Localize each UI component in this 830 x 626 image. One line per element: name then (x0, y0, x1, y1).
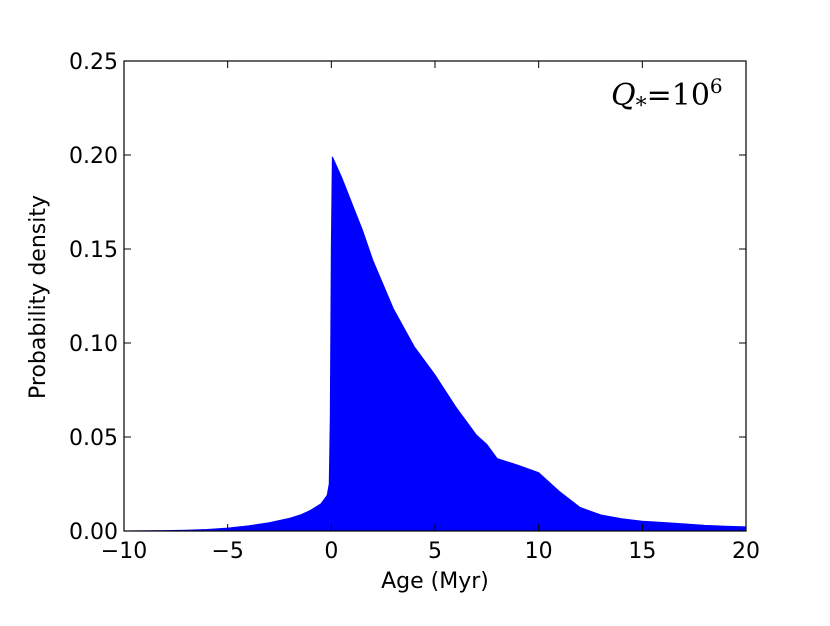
x-axis-ticks: −10 −5 0 5 10 15 20 (101, 61, 760, 564)
y-tick-label: 0.10 (69, 332, 118, 357)
x-tick-label: 5 (428, 539, 442, 564)
x-tick-label: −10 (101, 539, 147, 564)
x-tick-label: 0 (324, 539, 338, 564)
x-tick-label: −5 (211, 539, 243, 564)
q-exponent: 6 (710, 74, 723, 98)
x-axis-label: Age (Myr) (381, 569, 489, 594)
x-tick-label: 15 (628, 539, 656, 564)
y-tick-label: 0.15 (69, 238, 118, 263)
x-tick-label: 20 (732, 539, 760, 564)
plot-area (123, 60, 747, 532)
density-area-0 (123, 156, 747, 532)
q-equals-ten: =10 (647, 78, 710, 113)
q-symbol: Q (611, 78, 636, 113)
y-axis-ticks: 0.00 0.05 0.10 0.15 0.20 0.25 (69, 50, 746, 545)
y-tick-label: 0.25 (69, 50, 118, 75)
y-axis-label: Probability density (26, 195, 51, 399)
y-tick-label: 0.05 (69, 426, 118, 451)
q-star-annotation: Q*=106 (611, 74, 723, 119)
q-subscript: * (636, 94, 647, 119)
y-tick-label: 0.00 (69, 520, 118, 545)
x-tick-label: 10 (525, 539, 553, 564)
y-tick-label: 0.20 (69, 144, 118, 169)
